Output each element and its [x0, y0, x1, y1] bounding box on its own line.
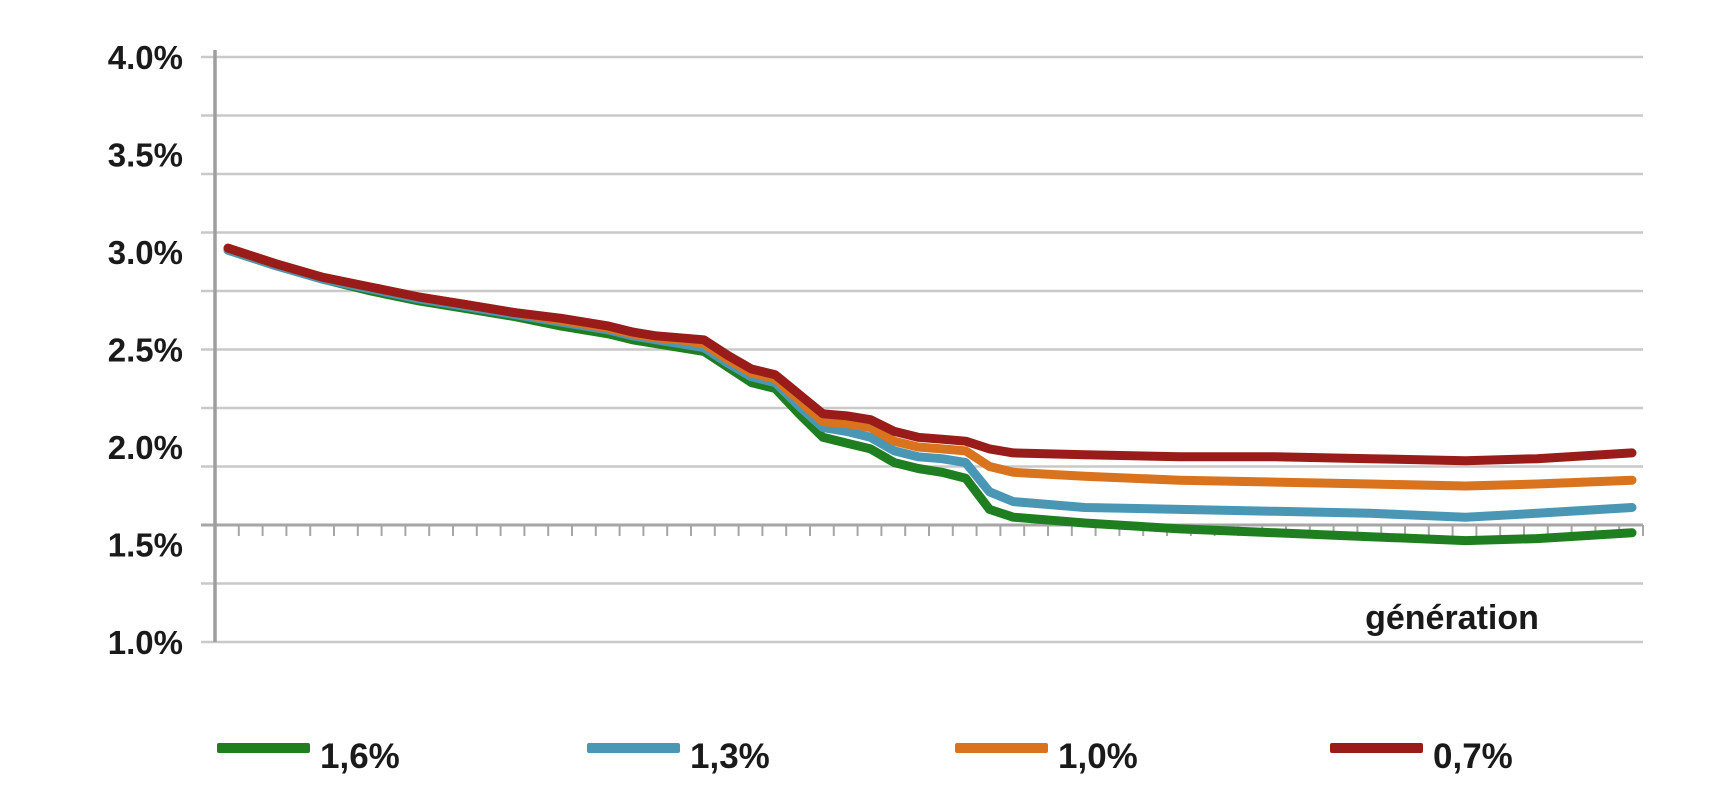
series-line-3-0_7_	[223, 243, 1637, 466]
legend-swatch-darkred	[1330, 743, 1423, 753]
y-axis-label: 3.5%	[108, 137, 183, 174]
legend-item: 1,0%	[955, 737, 1138, 776]
legend-label: 1,6%	[320, 737, 400, 776]
legend: 1,6% 1,3% 1,0% 0,7%	[217, 737, 1513, 776]
legend-swatch-green	[217, 743, 310, 753]
series-line-0-1_6_	[223, 245, 1637, 546]
legend-label: 1,0%	[1058, 737, 1138, 776]
legend-swatch-orange	[955, 743, 1048, 753]
plot-area: 4.0% 3.5% 3.0% 2.5% 2.0% 1.5% 1.0%	[108, 39, 1644, 661]
legend-item: 1,6%	[217, 737, 400, 776]
legend-swatch-blue	[587, 743, 680, 753]
y-axis-label: 2.0%	[108, 429, 183, 466]
series-line-2-1_0_	[223, 243, 1637, 491]
y-axis-label: 1.5%	[108, 527, 183, 564]
x-axis-title: génération	[1365, 599, 1539, 637]
y-axis-label: 3.0%	[108, 234, 183, 271]
y-axis-label: 4.0%	[108, 39, 183, 76]
legend-label: 1,3%	[690, 737, 770, 776]
legend-item: 0,7%	[1330, 737, 1513, 776]
y-axis-label: 1.0%	[108, 624, 183, 661]
legend-label: 0,7%	[1433, 737, 1513, 776]
y-axis-label: 2.5%	[108, 332, 183, 369]
legend-item: 1,3%	[587, 737, 770, 776]
